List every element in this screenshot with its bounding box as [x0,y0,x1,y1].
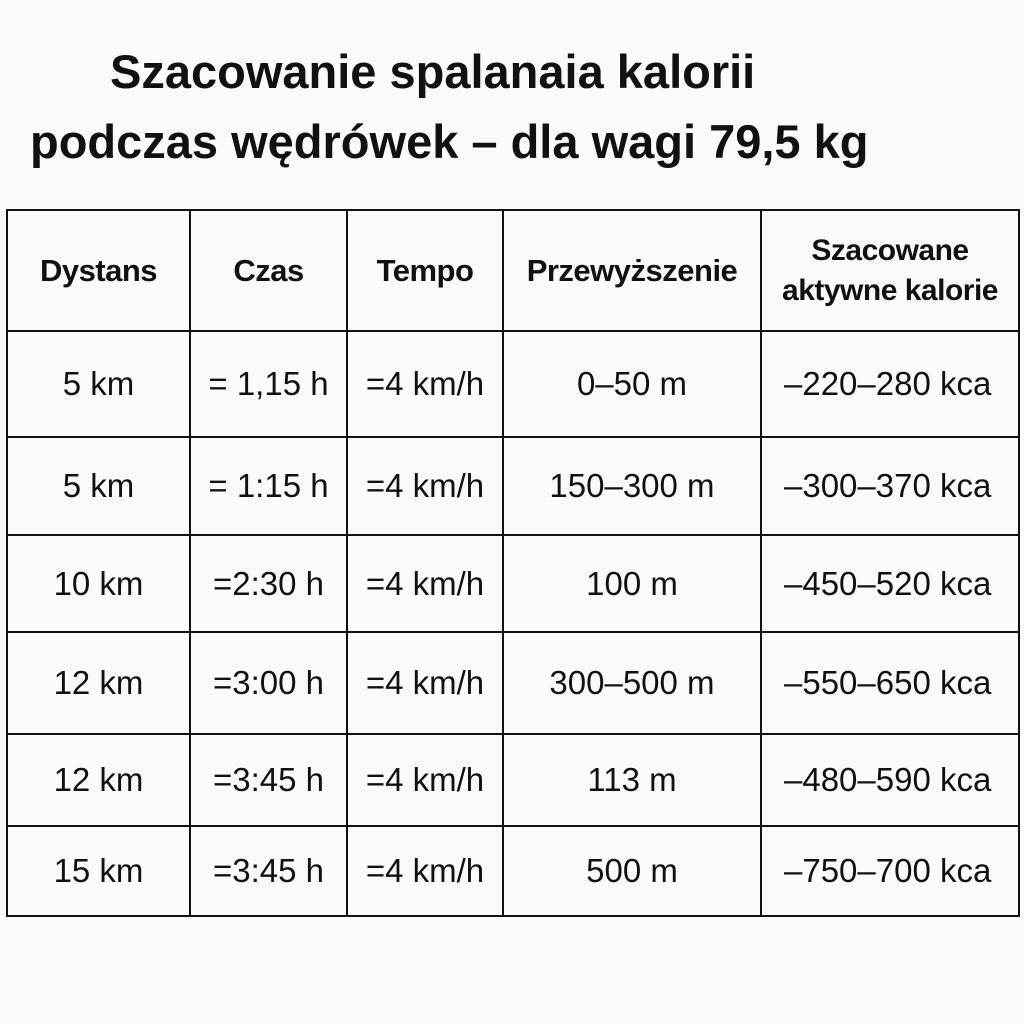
cell-distance: 5 km [6,436,191,536]
cell-pace: =4 km/h [346,733,504,827]
cell-elevation: 113 m [502,733,762,827]
header-row: Dystans Czas Tempo Przewyższenie Szacowa… [6,209,1020,332]
cell-distance: 12 km [6,631,191,735]
header-calories-line-2: aktywne kalorie [782,273,998,307]
cell-time: =3:45 h [189,825,348,917]
cell-pace: =4 km/h [346,534,504,633]
cell-time: = 1,15 h [189,330,348,438]
cell-pace: =4 km/h [346,631,504,735]
cell-pace: =4 km/h [346,825,504,917]
cell-calories: –450–520 kca [760,534,1020,633]
cell-calories: –300–370 kca [760,436,1020,536]
cell-calories: –220–280 kca [760,330,1020,438]
page-title-line-1: Szacowanie spalanaia kalorii [110,45,756,98]
header-calories-line-1: Szacowane [811,233,969,267]
table-row: 10 km =2:30 h =4 km/h 100 m –450–520 kca [6,534,1020,633]
cell-elevation: 150–300 m [502,436,762,536]
cell-elevation: 500 m [502,825,762,917]
cell-calories: –480–590 kca [760,733,1020,827]
table-row: 5 km = 1:15 h =4 km/h 150–300 m –300–370 kca [6,436,1020,536]
cell-distance: 15 km [6,825,191,917]
calorie-table: Dystans Czas Tempo Przewyższenie Szacowa… [6,209,1020,917]
table-row: 12 km =3:45 h =4 km/h 113 m –480–590 kca [6,733,1020,827]
cell-pace: =4 km/h [346,436,504,536]
cell-time: =3:00 h [189,631,348,735]
header-time: Czas [189,209,348,332]
page-title-line-2: podczas wędrówek – dla wagi 79,5 kg [30,115,869,168]
cell-distance: 12 km [6,733,191,827]
cell-calories: –550–650 kca [760,631,1020,735]
cell-distance: 5 km [6,330,191,438]
cell-pace: =4 km/h [346,330,504,438]
cell-elevation: 100 m [502,534,762,633]
header-elevation: Przewyższenie [502,209,762,332]
cell-distance: 10 km [6,534,191,633]
cell-time: = 1:15 h [189,436,348,536]
cell-time: =2:30 h [189,534,348,633]
header-distance: Dystans [6,209,191,332]
table-row: 5 km = 1,15 h =4 km/h 0–50 m –220–280 kca [6,330,1020,438]
header-pace: Tempo [346,209,504,332]
cell-elevation: 300–500 m [502,631,762,735]
table-row: 12 km =3:00 h =4 km/h 300–500 m –550–650 kca [6,631,1020,735]
cell-time: =3:45 h [189,733,348,827]
cell-calories: –750–700 kca [760,825,1020,917]
header-calories: Szacowane aktywne kalorie [760,209,1020,332]
cell-elevation: 0–50 m [502,330,762,438]
table-row: 15 km =3:45 h =4 km/h 500 m –750–700 kca [6,825,1020,917]
